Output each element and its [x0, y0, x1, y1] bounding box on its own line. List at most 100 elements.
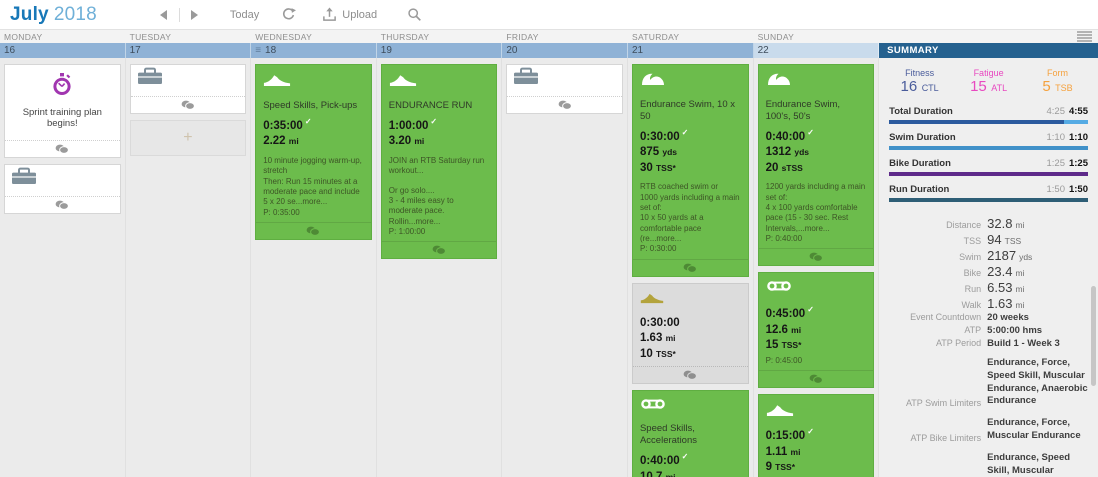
workout-duration: 0:35:00 ✓: [263, 116, 312, 132]
comment-icon: [432, 246, 446, 256]
completed-check-icon: ✓: [304, 116, 312, 126]
strength-card[interactable]: [4, 163, 121, 214]
year-label: 2018: [53, 3, 97, 25]
card-icon-row: [507, 65, 622, 96]
workout-description: JOIN an RTB Saturday run workout... Or g…: [388, 155, 485, 237]
comment-icon: [55, 144, 70, 154]
workout-card-run[interactable]: ENDURANCE RUN 1:00:00 ✓ 3.20 mi JOIN an R…: [380, 64, 498, 260]
day-column-friday[interactable]: [502, 58, 628, 477]
workout-card-walk[interactable]: 0:30:00 1.63 mi 10 TSS*: [631, 282, 749, 385]
fitness-unit: CTL: [921, 83, 939, 93]
day-name-saturday: SATURDAY: [631, 31, 680, 42]
workout-duration: 1:00:00 ✓: [388, 116, 438, 132]
swim-duration-actual: 1:10: [1046, 132, 1065, 143]
card-footer[interactable]: [758, 248, 874, 265]
workout-title: Endurance Swim, 10 x 50: [639, 99, 736, 122]
atp-swim-limiters: ATP Swim Limiters Endurance, Force, Spee…: [905, 357, 1088, 409]
workout-title: Endurance Swim, 100's, 50's: [765, 99, 841, 122]
workout-card-run[interactable]: 0:15:00✓ 1.11 mi 9 TSS* P: 0:15:00: [757, 394, 875, 477]
swim-duration-bar: [889, 146, 1088, 150]
workout-description: P: 0:45:00: [765, 355, 803, 365]
upload-button[interactable]: Upload: [322, 7, 377, 22]
week-menu-icon[interactable]: ≡: [255, 45, 262, 56]
card-footer[interactable]: [256, 222, 371, 239]
date-cell-21[interactable]: 21: [627, 43, 754, 58]
date-cell-18[interactable]: ≡ 18: [251, 43, 377, 58]
card-footer[interactable]: [5, 139, 120, 157]
date-cell-19[interactable]: 19: [376, 43, 503, 58]
stat-atp-period: ATP Period Build 1 - Week 3: [935, 338, 1060, 349]
workout-card-run[interactable]: Speed Skills, Pick-ups 0:35:00 ✓ 2.22 mi …: [255, 64, 372, 241]
date-cell-22[interactable]: 22: [753, 43, 880, 58]
stat-atp: ATP 5:00:00 hms: [964, 325, 1043, 336]
card-footer[interactable]: [130, 96, 246, 113]
swim-wave-icon: [767, 73, 790, 85]
summary-scrollbar[interactable]: [1091, 286, 1096, 386]
stat-bike: Bike 23.4 mi: [963, 264, 1025, 279]
run-duration-bar: [889, 198, 1088, 202]
completed-check-icon: ✓: [807, 427, 814, 437]
workout-description: 10 minute jogging warm-up, stretch Then:…: [263, 155, 362, 217]
date-cell-17[interactable]: 17: [125, 43, 252, 58]
date-number: 18: [265, 45, 277, 56]
card-footer[interactable]: [758, 370, 874, 387]
note-card[interactable]: Sprint training plan begins!: [4, 64, 121, 158]
note-icon-row: [12, 71, 113, 102]
form-metric: Form 5 TSB: [1023, 68, 1092, 96]
workout-tss: 9 TSS*: [765, 461, 796, 474]
next-week-button[interactable]: [186, 6, 204, 24]
header-right-area: [879, 30, 1098, 44]
day-column-sunday[interactable]: Endurance Swim, 100's, 50's 0:40:00 ✓ 131…: [753, 58, 880, 477]
workout-card-swim[interactable]: Endurance Swim, 10 x 50 0:30:00 ✓ 875 yds…: [631, 64, 749, 277]
run-duration-row: Run Duration 1:50 1:50: [889, 184, 1088, 202]
strength-icon: [137, 67, 162, 84]
strength-icon: [514, 67, 539, 84]
card-footer[interactable]: [632, 366, 748, 383]
summary-menu-icon[interactable]: [1077, 30, 1092, 44]
top-toolbar: July 2018 Today Upload: [0, 0, 1098, 30]
search-icon: [408, 8, 422, 21]
today-button[interactable]: Today: [229, 8, 260, 21]
run-shoe-icon: [766, 405, 793, 417]
refresh-button[interactable]: [281, 7, 297, 22]
prev-week-button[interactable]: [155, 6, 173, 24]
day-column-tuesday[interactable]: +: [125, 58, 252, 477]
day-column-thursday[interactable]: ENDURANCE RUN 1:00:00 ✓ 3.20 mi JOIN an R…: [376, 58, 503, 477]
calendar-nav-toolbar: Today Upload: [155, 6, 428, 24]
strength-card[interactable]: [129, 64, 247, 114]
date-cell-16[interactable]: 16: [0, 43, 126, 58]
day-column-wednesday[interactable]: Speed Skills, Pick-ups 0:35:00 ✓ 2.22 mi …: [251, 58, 377, 477]
total-duration-label: Total Duration: [889, 106, 953, 117]
chevron-left-icon: [160, 9, 168, 20]
workout-tss: 10 TSS*: [639, 347, 676, 360]
calendar-week-grid: Sprint training plan begins! +: [0, 58, 1098, 477]
card-footer[interactable]: [632, 258, 748, 276]
atp-run-limiters: ATP Run Limiters Endurance, Speed Skill,…: [987, 451, 1071, 476]
add-workout-placeholder[interactable]: +: [129, 120, 247, 156]
day-column-saturday[interactable]: Endurance Swim, 10 x 50 0:30:00 ✓ 875 yds…: [627, 58, 754, 477]
bike-duration-bar: [889, 172, 1088, 176]
search-button[interactable]: [407, 7, 422, 22]
strength-card[interactable]: [506, 64, 623, 114]
workout-card-swim[interactable]: Endurance Swim, 100's, 50's 0:40:00 ✓ 131…: [757, 64, 875, 267]
pmc-metrics: Fitness 16 CTL Fatigue 15 ATL Form 5 TSB: [879, 66, 1098, 102]
stat-run: Run 6.53 mi: [964, 280, 1025, 295]
workout-duration: 0:45:00 ✓: [765, 305, 814, 321]
comment-icon: [809, 253, 823, 263]
card-footer[interactable]: [507, 96, 622, 113]
comment-icon: [558, 100, 572, 110]
date-number: 22: [757, 45, 769, 56]
workout-card-bike[interactable]: Speed Skills, Accelerations 0:40:00 ✓ 10.…: [631, 390, 749, 477]
total-duration-bar: [889, 120, 1088, 124]
swim-duration-planned: 1:10: [1068, 132, 1088, 143]
workout-card-bike[interactable]: 0:45:00 ✓ 12.6 mi 15 TSS* P: 0:45:00: [757, 272, 875, 389]
date-number: 19: [380, 45, 392, 56]
day-name-sunday: SUNDAY: [757, 31, 795, 42]
day-column-monday[interactable]: Sprint training plan begins!: [0, 58, 126, 477]
run-duration-label: Run Duration: [889, 184, 950, 195]
date-cell-20[interactable]: 20: [502, 43, 628, 58]
card-footer[interactable]: [5, 195, 120, 213]
card-footer[interactable]: [381, 241, 497, 258]
workout-tss: 30 TSS*: [639, 161, 676, 174]
bike-duration-actual: 1:25: [1046, 158, 1065, 169]
